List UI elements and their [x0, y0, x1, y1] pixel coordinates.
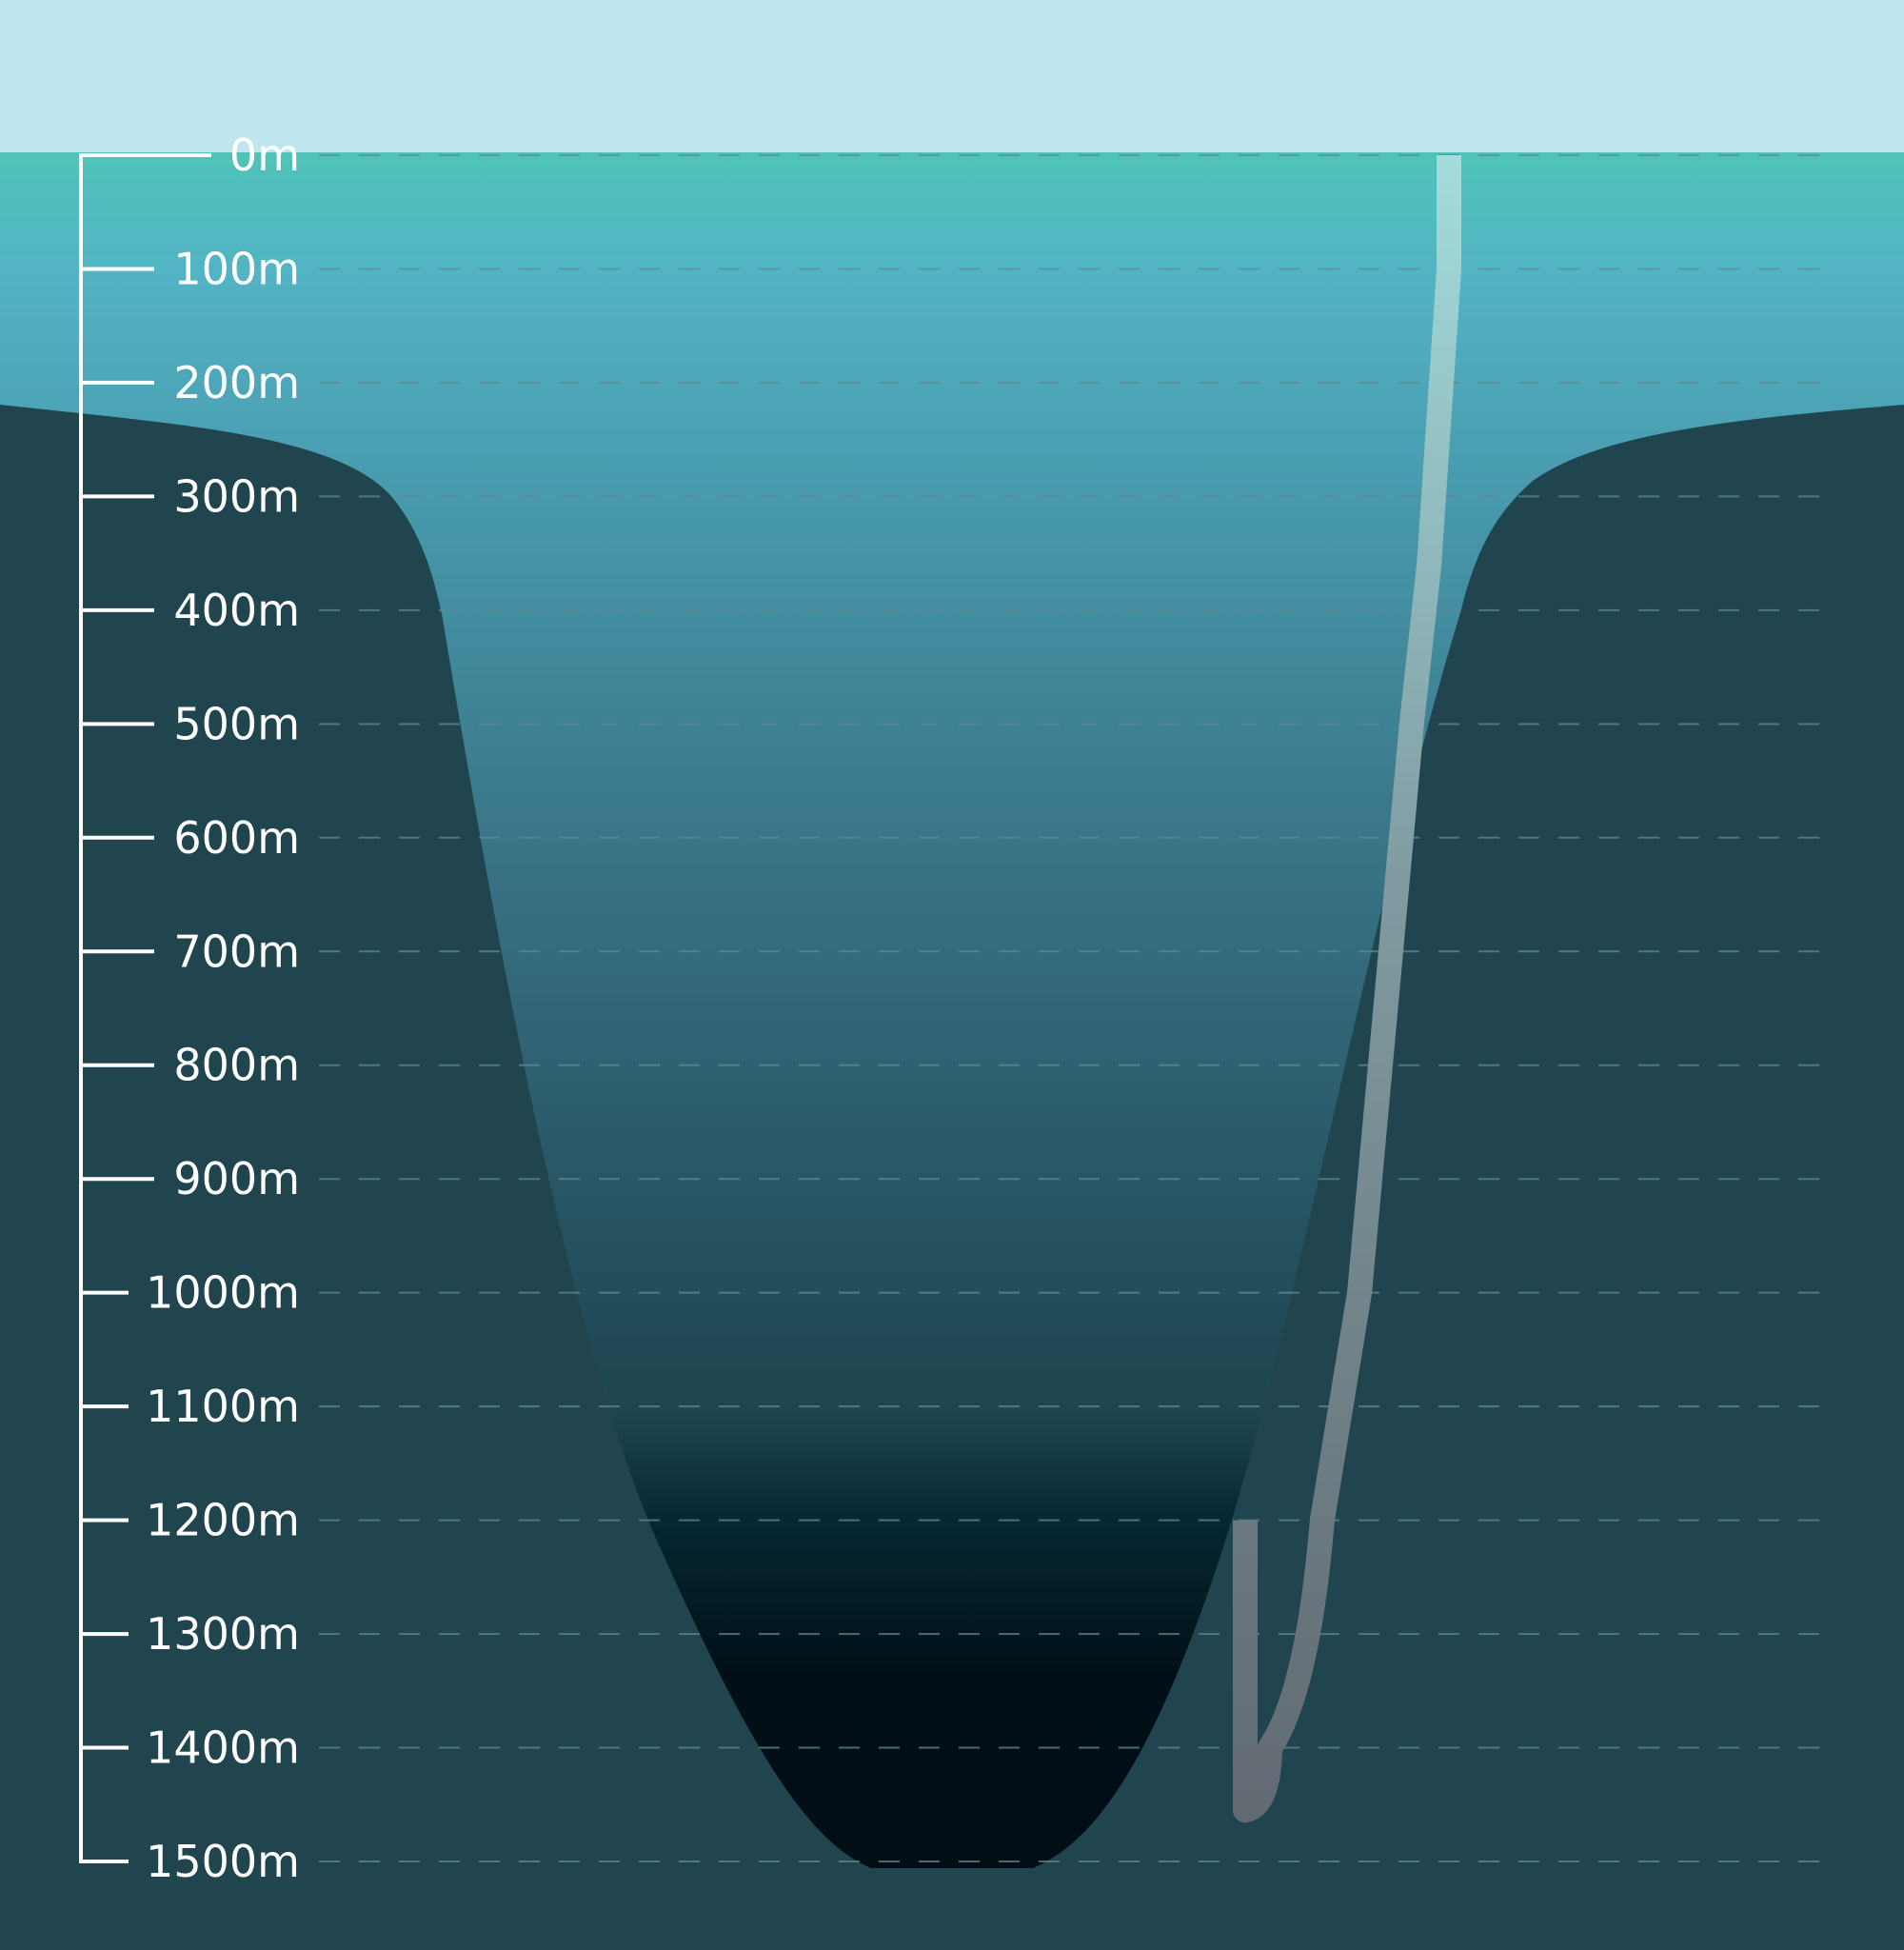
- depth-tick-label: 400m: [173, 585, 300, 636]
- sky-band: [0, 0, 1904, 154]
- depth-tick-label: 700m: [173, 925, 300, 977]
- depth-tick-label: 1200m: [146, 1495, 300, 1546]
- depth-tick-label: 300m: [173, 470, 300, 522]
- seabed-terrain: [0, 405, 1904, 1950]
- depth-tick-label: 600m: [173, 812, 300, 864]
- depth-tick-label: 900m: [173, 1153, 300, 1204]
- borehole-path: [1232, 155, 1461, 1823]
- depth-tick-label: 200m: [173, 357, 300, 408]
- depth-tick-label: 1100m: [146, 1381, 300, 1432]
- depth-tick-label: 500m: [173, 698, 300, 749]
- depth-grid-lines: [319, 154, 1823, 1862]
- depth-scale: 0m 100m 200m 300m 400m 500m 600m 700m 800m 900m 10…: [79, 129, 300, 1887]
- depth-tick-label: 100m: [173, 243, 300, 294]
- depth-tick-label: 0m: [229, 129, 300, 181]
- depth-tick-label: 1400m: [146, 1722, 300, 1774]
- depth-tick-label: 1000m: [146, 1267, 300, 1319]
- depth-tick-label: 1300m: [146, 1608, 300, 1660]
- depth-tick-label: 1500m: [146, 1836, 300, 1887]
- depth-tick-label: 800m: [173, 1040, 300, 1091]
